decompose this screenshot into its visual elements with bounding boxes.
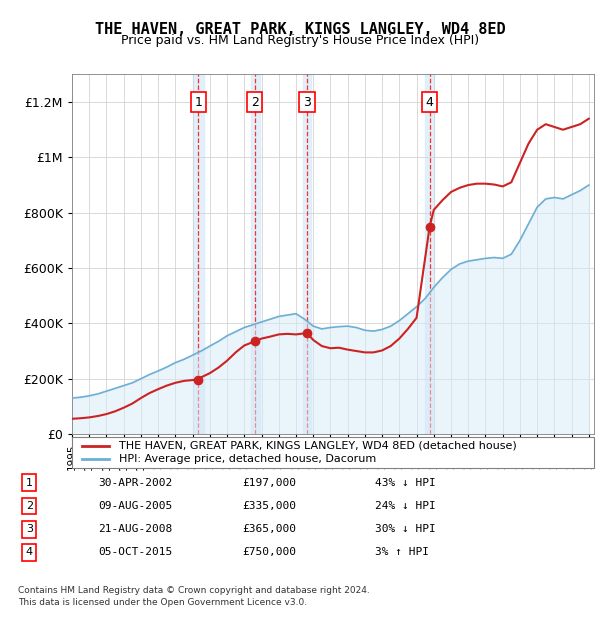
FancyBboxPatch shape <box>72 437 594 468</box>
Text: 2: 2 <box>26 501 33 511</box>
Text: 3% ↑ HPI: 3% ↑ HPI <box>375 547 429 557</box>
Text: 43% ↓ HPI: 43% ↓ HPI <box>375 478 436 488</box>
Text: 05-OCT-2015: 05-OCT-2015 <box>98 547 173 557</box>
Text: This data is licensed under the Open Government Licence v3.0.: This data is licensed under the Open Gov… <box>18 598 307 608</box>
Text: HPI: Average price, detached house, Dacorum: HPI: Average price, detached house, Daco… <box>119 454 376 464</box>
Text: 24% ↓ HPI: 24% ↓ HPI <box>375 501 436 511</box>
Text: Price paid vs. HM Land Registry's House Price Index (HPI): Price paid vs. HM Land Registry's House … <box>121 34 479 47</box>
Bar <box>425 74 434 434</box>
Text: 3: 3 <box>26 524 33 534</box>
Text: 09-AUG-2005: 09-AUG-2005 <box>98 501 173 511</box>
Text: £335,000: £335,000 <box>242 501 296 511</box>
Text: £365,000: £365,000 <box>242 524 296 534</box>
Bar <box>251 74 260 434</box>
Text: £197,000: £197,000 <box>242 478 296 488</box>
Text: THE HAVEN, GREAT PARK, KINGS LANGLEY, WD4 8ED: THE HAVEN, GREAT PARK, KINGS LANGLEY, WD… <box>95 22 505 37</box>
Text: 1: 1 <box>26 478 33 488</box>
Text: £750,000: £750,000 <box>242 547 296 557</box>
Text: 21-AUG-2008: 21-AUG-2008 <box>98 524 173 534</box>
Bar <box>193 74 204 434</box>
Text: 1: 1 <box>194 95 202 108</box>
Text: THE HAVEN, GREAT PARK, KINGS LANGLEY, WD4 8ED (detached house): THE HAVEN, GREAT PARK, KINGS LANGLEY, WD… <box>119 441 517 451</box>
Bar <box>303 74 311 434</box>
Text: 4: 4 <box>26 547 33 557</box>
Text: 3: 3 <box>303 95 311 108</box>
Text: 2: 2 <box>251 95 259 108</box>
Text: Contains HM Land Registry data © Crown copyright and database right 2024.: Contains HM Land Registry data © Crown c… <box>18 586 370 595</box>
Text: 4: 4 <box>426 95 434 108</box>
Text: 30% ↓ HPI: 30% ↓ HPI <box>375 524 436 534</box>
Text: 30-APR-2002: 30-APR-2002 <box>98 478 173 488</box>
